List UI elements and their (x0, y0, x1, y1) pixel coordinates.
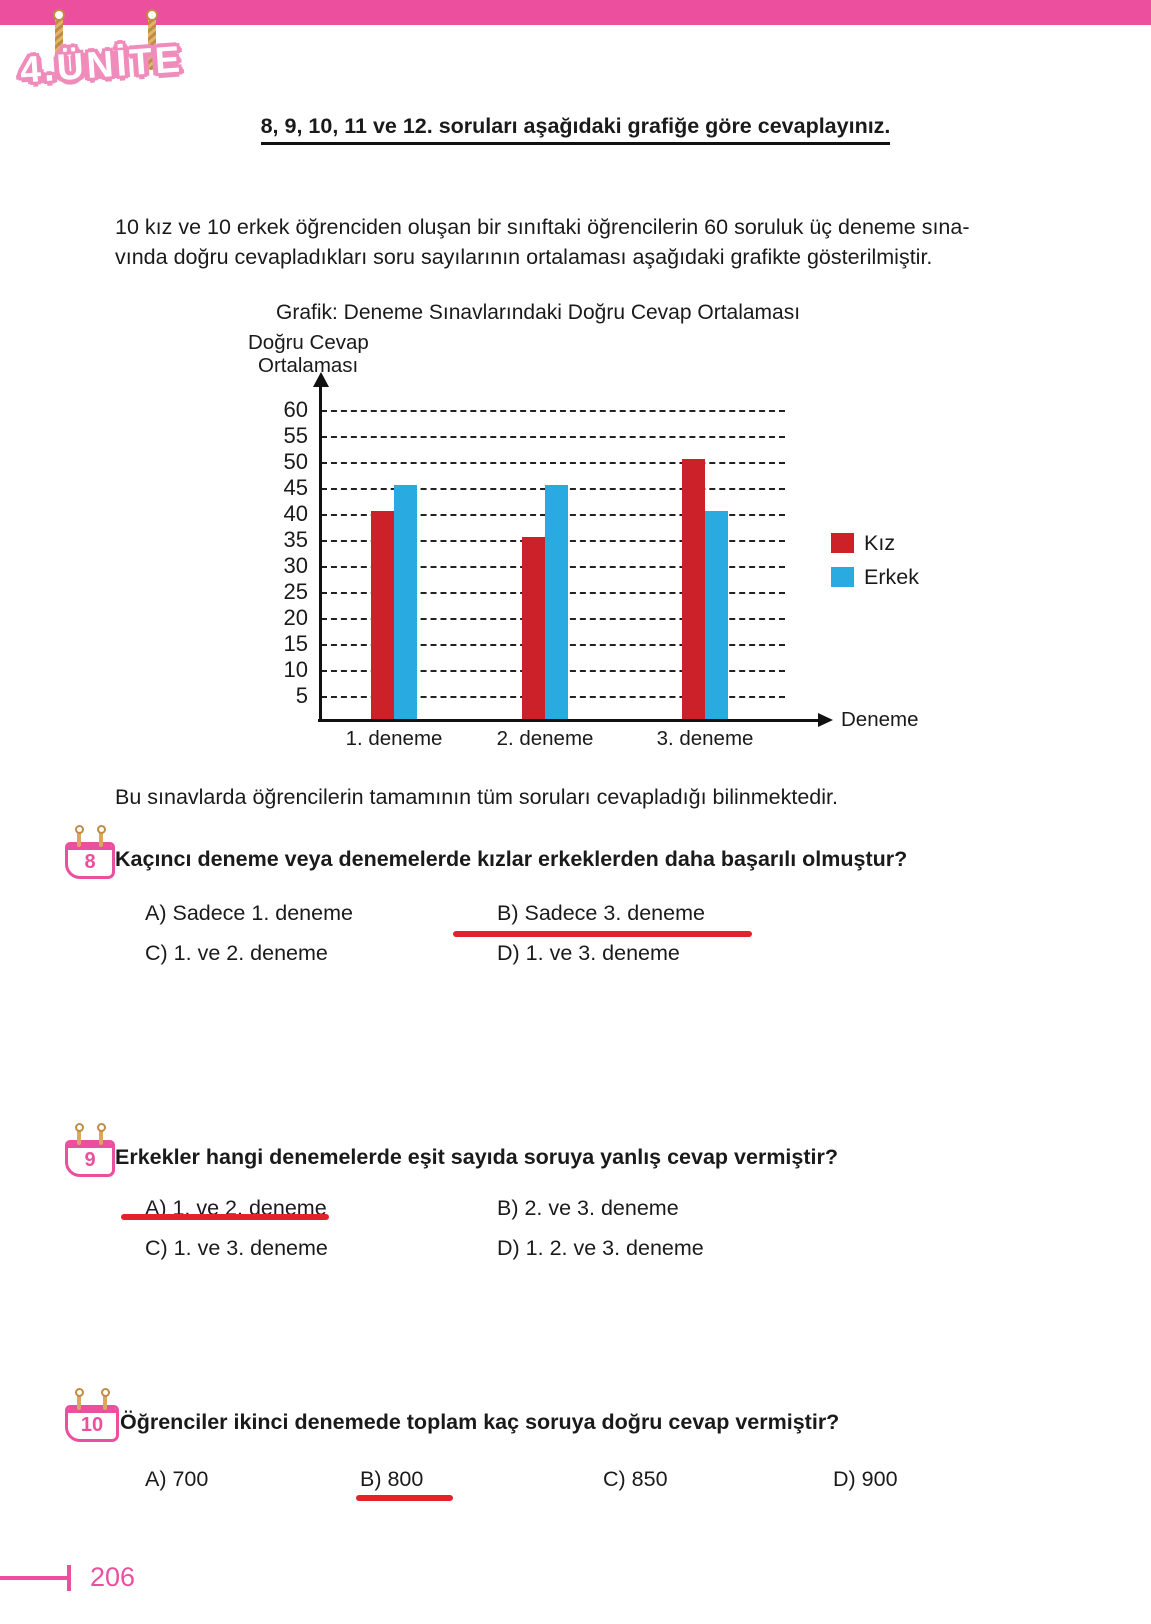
y-tick-50: 50 (283, 449, 308, 474)
question-8-option-d: D) 1. ve 3. deneme (497, 941, 680, 965)
footer-line-tick (67, 1565, 71, 1591)
pin-icon (74, 1123, 84, 1145)
y-tick-35: 35 (283, 527, 308, 552)
y-axis-label: Doğru Cevap Ortalaması (248, 331, 369, 377)
y-tick-30: 30 (283, 553, 308, 578)
question-10-text: Öğrenciler ikinci denemede toplam kaç so… (120, 1410, 840, 1434)
top-pink-bar (0, 0, 1151, 25)
question-10-option-d: D) 900 (833, 1467, 898, 1491)
chart-legend: Kız Erkek (831, 530, 919, 601)
question-8-option-b: B) Sadece 3. deneme (453, 901, 752, 937)
question-10-option-a: A) 700 (145, 1467, 209, 1491)
question-9-badge: 9 (65, 1123, 115, 1177)
y-tick-10: 10 (283, 657, 308, 682)
y-tick-25: 25 (283, 579, 308, 604)
y-axis-label-line2: Ortalaması (258, 354, 359, 377)
legend-item-kiz: Kız (831, 530, 919, 555)
pin-icon (74, 1388, 84, 1410)
intro-line-1: 10 kız ve 10 erkek öğrenciden oluşan bir… (115, 215, 970, 239)
bar-kız-1-deneme (371, 511, 394, 719)
question-9-number: 9 (84, 1149, 96, 1171)
question-9-option-c: C) 1. ve 3. deneme (145, 1236, 328, 1260)
question-9-text: Erkekler hangi denemelerde eşit sayıda s… (115, 1145, 839, 1169)
pin-icon (96, 825, 106, 847)
y-axis-arrow-icon (313, 372, 329, 387)
pin-icon (74, 825, 84, 847)
y-tick-60: 60 (283, 397, 308, 422)
question-8-number: 8 (84, 851, 96, 873)
legend-swatch-kiz (831, 533, 854, 553)
legend-item-erkek: Erkek (831, 564, 919, 589)
footer-line (0, 1576, 69, 1580)
y-tick-40: 40 (283, 501, 308, 526)
y-tick-20: 20 (283, 605, 308, 630)
bar-chart: Grafik: Deneme Sınavlarındaki Doğru Ceva… (0, 0, 1151, 800)
y-tick-55: 55 (283, 423, 308, 448)
y-tick-15: 15 (283, 631, 308, 656)
intro-line-2: vında doğru cevapladıkları soru sayıları… (115, 245, 933, 269)
bar-kız-2-deneme (522, 537, 545, 719)
gridline-60 (321, 410, 785, 412)
rope-icon (146, 9, 158, 70)
chart-title: Grafik: Deneme Sınavlarındaki Doğru Ceva… (276, 301, 801, 324)
instruction-text: 8, 9, 10, 11 ve 12. soruları aşağıdaki g… (260, 114, 891, 145)
y-tick-45: 45 (283, 475, 308, 500)
y-tick-5: 5 (295, 683, 308, 708)
question-8-option-a: A) Sadece 1. deneme (145, 901, 353, 925)
question-9-option-b: B) 2. ve 3. deneme (497, 1196, 679, 1220)
bar-erkek-1-deneme (394, 485, 417, 719)
x-axis-line (318, 719, 820, 722)
intro-paragraph: 10 kız ve 10 erkek öğrenciden oluşan bir… (115, 212, 1055, 272)
category-label-3: 3. deneme (656, 727, 754, 750)
y-axis-line (319, 384, 322, 722)
gridline-50 (321, 462, 785, 464)
category-label-2: 2. deneme (496, 727, 594, 750)
note-paragraph: Bu sınavlarda öğrencilerin tamamının tüm… (115, 785, 838, 809)
rope-icon (53, 9, 65, 70)
question-10-badge: 10 (65, 1388, 119, 1442)
question-8-badge: 8 (65, 825, 115, 879)
category-label-1: 1. deneme (345, 727, 443, 750)
question-10-option-b: B) 800 (355, 1467, 454, 1501)
bar-erkek-3-deneme (705, 511, 728, 719)
legend-label-erkek: Erkek (864, 564, 919, 589)
question-10-option-c: C) 850 (603, 1467, 668, 1491)
question-8-option-c: C) 1. ve 2. deneme (145, 941, 328, 965)
page-number: 206 (90, 1562, 136, 1592)
legend-swatch-erkek (831, 567, 854, 587)
x-axis-arrow-icon (818, 713, 833, 727)
x-axis-label: Deneme (841, 708, 919, 731)
question-9-option-d: D) 1. 2. ve 3. deneme (497, 1236, 704, 1260)
legend-label-kiz: Kız (864, 530, 896, 555)
gridline-55 (321, 436, 785, 438)
y-axis-label-line1: Doğru Cevap (248, 331, 369, 354)
bar-erkek-2-deneme (545, 485, 568, 719)
instruction-heading: 8, 9, 10, 11 ve 12. soruları aşağıdaki g… (0, 114, 1151, 145)
question-9-option-a: A) 1. ve 2. deneme (121, 1196, 329, 1220)
pin-icon (100, 1388, 110, 1410)
question-10-number: 10 (80, 1414, 104, 1436)
question-8-text: Kaçıncı deneme veya denemelerde kızlar e… (115, 847, 908, 871)
pin-icon (96, 1123, 106, 1145)
bar-kız-3-deneme (682, 459, 705, 719)
